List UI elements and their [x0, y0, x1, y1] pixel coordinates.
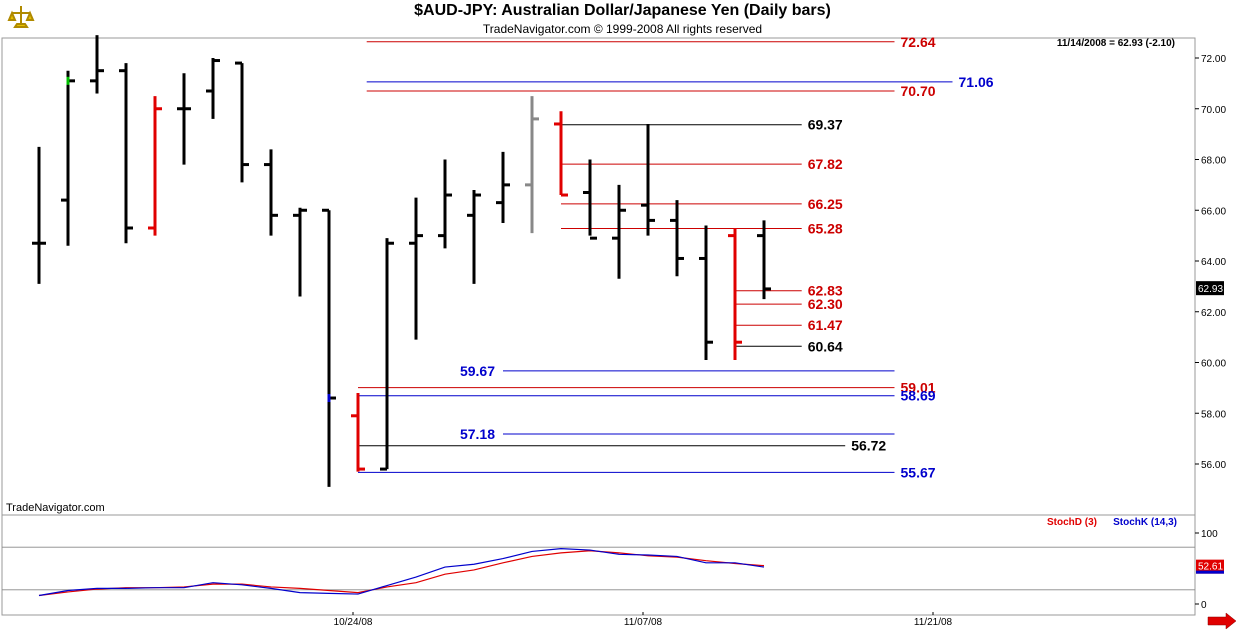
stoch-lines-group [38, 548, 765, 597]
stoch-tick-label: 0 [1201, 600, 1207, 611]
level-label: 55.67 [901, 464, 936, 480]
level-label: 59.01 [901, 380, 936, 396]
stoch-panel: 100 0 52.61 StochD (3) StochK (14,3) [1, 514, 1224, 616]
ohlc-bar [206, 58, 220, 119]
level-label: 62.30 [808, 296, 843, 312]
ohlc-bar [322, 208, 336, 487]
date-tick-label: 11/07/08 [624, 617, 663, 628]
ohlc-bar [728, 228, 742, 360]
ohlc-bar [583, 159, 597, 240]
price-tick-label: 72.00 [1201, 54, 1226, 65]
trade-navigator-logo-icon [7, 6, 35, 28]
level-label: 56.72 [851, 438, 886, 454]
level-label: 62.83 [808, 283, 843, 299]
level-label: 57.18 [460, 426, 495, 442]
watermark-text: TradeNavigator.com [6, 502, 105, 514]
stoch-last-box [1196, 559, 1224, 574]
ohlc-bar [496, 151, 510, 223]
price-tick-label: 62.00 [1201, 308, 1226, 319]
ohlc-bar [525, 96, 539, 234]
legend-stochd: StochD (3) [1047, 517, 1097, 528]
date-axis: 10/24/08 11/07/08 11/21/08 [2, 612, 1195, 628]
ohlc-bar [467, 189, 481, 284]
ohlc-bar [119, 63, 133, 244]
price-tick-label: 64.00 [1201, 257, 1226, 268]
ohlc-bar [670, 200, 684, 277]
ohlc-bar [757, 220, 771, 300]
ohlc-bar [699, 225, 713, 360]
price-panel: 72.00 70.00 68.00 66.00 64.00 62.00 60.00 58.00… [1, 34, 1226, 516]
price-tick-label: 68.00 [1201, 156, 1226, 167]
ohlc-bar [90, 35, 104, 94]
price-tick-label: 70.00 [1201, 105, 1226, 116]
stoch-series-line [38, 548, 765, 597]
ohlc-bar [61, 70, 75, 246]
ohlc-bar [293, 207, 307, 297]
level-label: 60.64 [808, 338, 843, 354]
ohlc-bar [177, 73, 191, 165]
ohlc-bar [554, 111, 568, 197]
signal-mark [66, 76, 70, 85]
level-label: 72.64 [901, 34, 936, 50]
last-price-label: 62.93 [1198, 284, 1223, 295]
signal-mark [327, 394, 331, 403]
ohlc-bar [32, 146, 46, 284]
level-label: 70.70 [901, 83, 936, 99]
legend-stochk: StochK (14,3) [1113, 517, 1177, 528]
ohlc-bar [380, 238, 394, 471]
level-label: 69.37 [808, 117, 843, 133]
levels-group: 72.64 71.06 70.70 69.37 67.82 66.25 65.28 62.83… [358, 34, 994, 480]
quote-text: 11/14/2008 = 62.93 (-2.10) [1057, 38, 1175, 49]
level-label: 67.82 [808, 156, 843, 172]
price-tick-label: 60.00 [1201, 359, 1226, 370]
ohlc-bar [641, 123, 655, 236]
ohlc-bar [612, 184, 626, 279]
level-label: 61.47 [808, 317, 843, 333]
chart-title: $AUD-JPY: Australian Dollar/Japanese Yen… [414, 2, 831, 19]
arrow-right-icon [1207, 612, 1237, 630]
date-tick-label: 10/24/08 [334, 617, 373, 628]
last-price-box [1196, 281, 1224, 296]
ohlc-bar [264, 149, 278, 236]
stoch-tick-label: 100 [1201, 529, 1218, 540]
level-label: 71.06 [959, 74, 994, 90]
price-tick-label: 66.00 [1201, 206, 1226, 217]
ohlc-bar [148, 96, 162, 236]
price-tick-label: 56.00 [1201, 460, 1226, 471]
ohlc-bar [409, 197, 423, 340]
level-label: 66.25 [808, 196, 843, 212]
price-tick-label: 58.00 [1201, 409, 1226, 420]
price-axis: 72.00 70.00 68.00 66.00 64.00 62.00 60.00 58.00… [1194, 38, 1226, 515]
date-tick-label: 11/21/08 [914, 617, 953, 628]
level-label: 65.28 [808, 221, 843, 237]
level-label: 59.67 [460, 363, 495, 379]
chart-subtitle: TradeNavigator.com © 1999-2008 All right… [482, 22, 763, 36]
title-bar: $AUD-JPY: Australian Dollar/Japanese Yen… [0, 0, 1245, 38]
stoch-series-line [38, 550, 765, 597]
ohlc-bar [351, 392, 365, 472]
bars-group [32, 35, 771, 487]
level-label: 58.69 [901, 388, 936, 404]
ohlc-bar [235, 61, 249, 183]
ohlc-bar [438, 159, 452, 249]
stoch-last-label: 52.61 [1198, 562, 1223, 573]
stoch-axis: 100 0 52.61 [2, 515, 1224, 615]
scroll-right-button[interactable] [1207, 612, 1237, 630]
